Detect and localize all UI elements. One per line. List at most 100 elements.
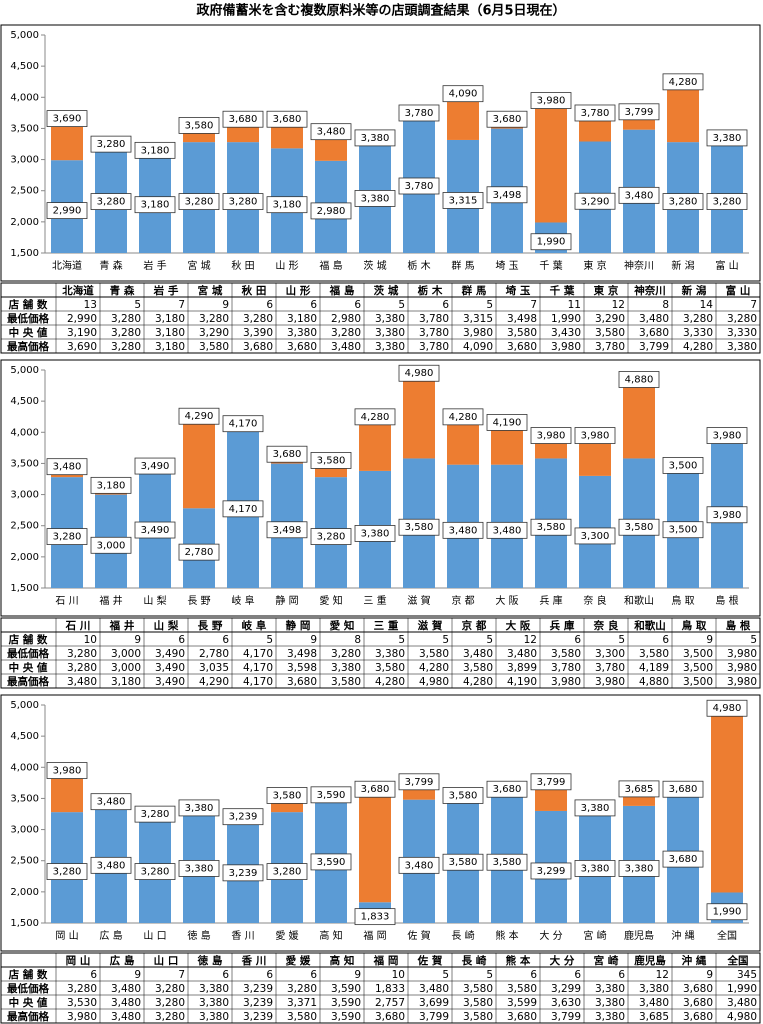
max-label: 3,780 xyxy=(581,108,610,119)
table-cell: 3,315 xyxy=(463,313,493,325)
table-cell: 3,630 xyxy=(551,997,581,1009)
label-box xyxy=(178,193,220,210)
table-cell: 3,380 xyxy=(639,983,669,995)
max-label: 3,580 xyxy=(449,790,478,801)
table-cell: 3,690 xyxy=(67,341,97,353)
table-cell: 7 xyxy=(530,299,537,311)
label-box xyxy=(574,192,616,210)
max-label: 4,170 xyxy=(229,419,258,430)
table-cell: 5 xyxy=(486,969,493,981)
min-label: 3,280 xyxy=(97,197,126,208)
table-cell: 3,290 xyxy=(595,313,625,325)
table-cell: 3,239 xyxy=(243,1011,273,1023)
label-box xyxy=(90,135,132,153)
x-tick-label: 広 島 xyxy=(99,929,122,942)
min-label: 2,780 xyxy=(185,547,214,558)
x-tick-label: 愛 知 xyxy=(319,594,342,607)
table-cell: 9 xyxy=(222,299,229,311)
label-box xyxy=(574,527,616,545)
label-box xyxy=(398,104,440,122)
x-tick-label: 青 森 xyxy=(99,259,122,272)
table-header: 福 島 xyxy=(329,284,355,297)
table-cell: 3,280 xyxy=(67,983,97,995)
table-cell: 3,498 xyxy=(507,313,537,325)
y-tick-label: 1,500 xyxy=(10,918,39,929)
x-tick-label: 岩 手 xyxy=(143,259,166,272)
label-box xyxy=(266,863,308,880)
table-cell: 3,280 xyxy=(111,327,141,339)
table-cell: 3,330 xyxy=(727,327,757,339)
x-tick-label: 茨 城 xyxy=(363,259,386,272)
label-box xyxy=(442,853,484,871)
table-cell: 10 xyxy=(392,969,405,981)
table-cell: 1,833 xyxy=(375,983,405,995)
table-cell: 1,990 xyxy=(551,313,581,325)
label-box xyxy=(222,864,264,882)
table-cell: 6 xyxy=(310,299,317,311)
y-tick-label: 2,000 xyxy=(10,887,39,898)
max-label: 3,280 xyxy=(141,809,170,820)
label-box xyxy=(354,908,396,926)
table-header: 沖 縄 xyxy=(682,954,707,967)
x-tick-label: 宮 城 xyxy=(187,259,210,272)
table-cell: 3,580 xyxy=(463,1011,493,1023)
label-box xyxy=(662,193,704,210)
table-cell: 3,590 xyxy=(331,997,361,1009)
table-cell: 3,180 xyxy=(155,327,185,339)
table-cell: 3,580 xyxy=(199,341,229,353)
label-box xyxy=(90,856,132,874)
table-header: 三 重 xyxy=(374,619,399,632)
table-header: 香 川 xyxy=(241,954,267,967)
min-label: 3,239 xyxy=(229,868,258,879)
table-cell: 3,498 xyxy=(287,648,317,660)
table-cell: 4,280 xyxy=(683,341,713,353)
table-header: 和歌山 xyxy=(633,619,666,632)
table-cell: 3,680 xyxy=(287,676,317,688)
max-label: 3,480 xyxy=(317,127,346,138)
label-box xyxy=(178,860,220,877)
table-cell: 3,680 xyxy=(243,341,273,353)
table-cell: 4,170 xyxy=(243,662,273,674)
table-header: 鳥 取 xyxy=(682,619,707,632)
table-cell: 3,580 xyxy=(375,662,405,674)
table-header: 茨 城 xyxy=(374,284,399,297)
table-cell: 3,180 xyxy=(155,341,185,353)
table-cell: 6 xyxy=(266,969,273,981)
table-cell: 5 xyxy=(486,634,493,646)
min-label: 3,380 xyxy=(185,863,214,874)
table-cell: 3,530 xyxy=(67,997,97,1009)
label-box xyxy=(310,123,352,141)
label-box xyxy=(706,193,748,210)
table-cell: 3,980 xyxy=(463,327,493,339)
table-header: 徳 島 xyxy=(197,954,223,967)
bar-range xyxy=(183,414,215,509)
table-cell: 8 xyxy=(354,634,361,646)
table-cell: 3,699 xyxy=(419,997,449,1009)
table-cell: 3,780 xyxy=(595,341,625,353)
table-cell: 3,380 xyxy=(375,341,405,353)
table-cell: 3,480 xyxy=(331,341,361,353)
table-cell: 4,880 xyxy=(639,676,669,688)
x-tick-label: 徳 島 xyxy=(187,929,210,942)
label-box xyxy=(706,903,748,921)
table-cell: 6 xyxy=(574,634,581,646)
table-cell: 3,580 xyxy=(507,983,537,995)
label-box xyxy=(530,862,572,880)
x-tick-label: 鹿児島 xyxy=(624,929,654,942)
max-label: 3,980 xyxy=(537,431,566,442)
label-box xyxy=(662,850,704,868)
page-title: 政府備蓄米を含む複数原料米等の店頭調査結果（6月5日現在） xyxy=(196,3,565,19)
table-header: 兵 庫 xyxy=(550,619,575,632)
label-box xyxy=(618,186,660,204)
label-box xyxy=(706,129,748,147)
min-label: 3,380 xyxy=(625,863,654,874)
table-cell: 9 xyxy=(706,969,713,981)
max-label: 3,980 xyxy=(581,431,610,442)
max-label: 3,799 xyxy=(537,777,566,788)
table-cell: 3,480 xyxy=(507,648,537,660)
y-tick-label: 3,500 xyxy=(10,793,39,804)
table-cell: 12 xyxy=(656,969,669,981)
label-box xyxy=(222,110,264,128)
max-label: 3,680 xyxy=(361,784,390,795)
y-tick-label: 3,000 xyxy=(10,155,39,166)
